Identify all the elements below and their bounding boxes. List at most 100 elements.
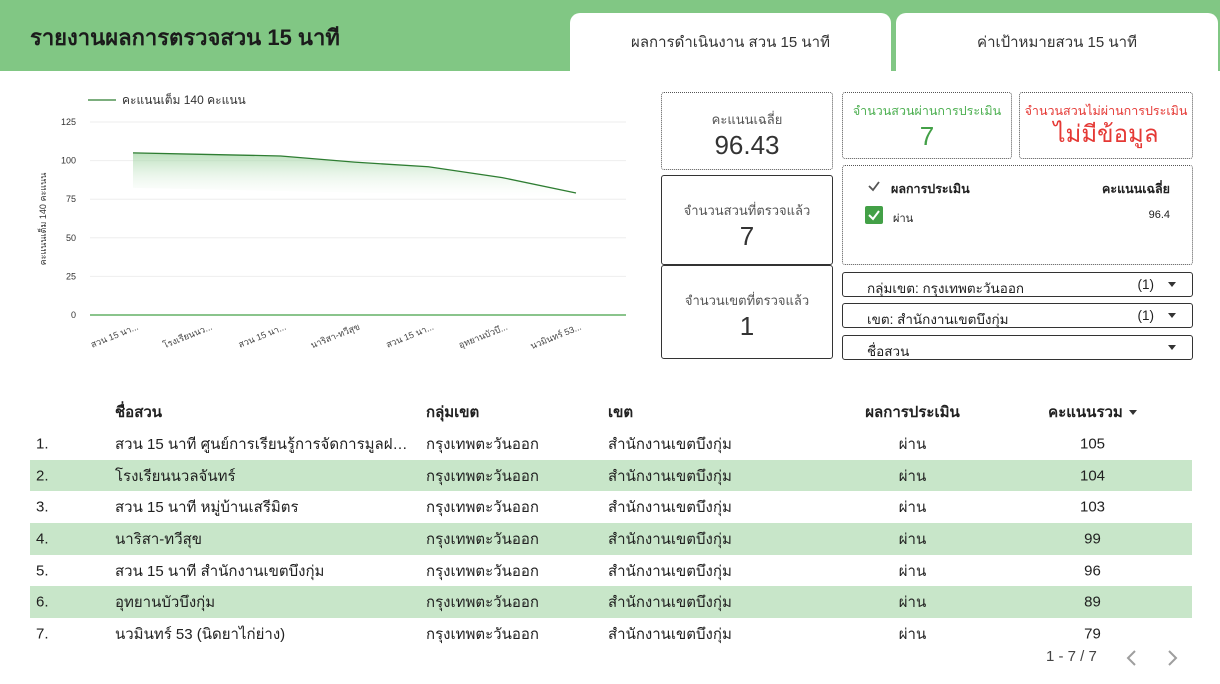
chevron-down-icon [1168, 282, 1176, 287]
district-filter-label: เขต: สำนักงานเขตบึงกุ่ม [867, 312, 1009, 327]
total-score-cell: 99 [1084, 530, 1101, 548]
kpi-parks-checked-label: จำนวนสวนที่ตรวจแล้ว [683, 203, 811, 218]
park-name-cell: สวน 15 นาที สำนักงานเขตบึงกุ่ม [115, 562, 325, 580]
page-title: รายงานผลการตรวจสวน 15 นาที [30, 25, 340, 50]
series-line [132, 152, 577, 194]
district-cell: สำนักงานเขตบึงกุ่ม [608, 499, 732, 517]
district-group-cell: กรุงเทพตะวันออก [426, 499, 539, 517]
table-header: ชื่อสวน กลุ่มเขต เขต ผลการประเมิน คะแนนร… [30, 395, 1192, 428]
total-score-cell: 103 [1079, 498, 1106, 516]
result-row-label: ผ่าน [893, 213, 914, 225]
district-cell: สำนักงานเขตบึงกุ่ม [608, 435, 732, 453]
x-tick-label: อุทยานบัวบึ... [457, 322, 509, 352]
result-summary-table: ผลการประเมิน คะแนนเฉลี่ย ผ่าน 96.4 [842, 165, 1193, 265]
chevron-down-icon [1168, 313, 1176, 318]
column-header-total-score[interactable]: คะแนนรวม [1000, 400, 1185, 424]
y-tick-label: 0 [71, 310, 76, 320]
result-cell: ผ่าน [898, 562, 927, 580]
result-cell: ผ่าน [898, 594, 927, 612]
district-group-cell: กรุงเทพตะวันออก [426, 562, 539, 580]
district-cell: สำนักงานเขตบึงกุ่ม [608, 594, 732, 612]
district-group-cell: กรุงเทพตะวันออก [426, 435, 539, 453]
column-header-district-group[interactable]: กลุ่มเขต [426, 403, 480, 421]
kpi-average-score: คะแนนเฉลี่ย 96.43 [661, 92, 833, 170]
kpi-failed-value: ไม่มีข้อมูล [1053, 121, 1159, 148]
district-group-filter-count: (1) [1137, 277, 1155, 292]
result-row-value: 96.4 [1148, 209, 1170, 221]
sort-desc-icon [1128, 410, 1137, 416]
district-group-filter-label: กลุ่มเขต: กรุงเทพตะวันออก [867, 281, 1025, 296]
district-cell: สำนักงานเขตบึงกุ่ม [608, 530, 732, 548]
pagination-text: 1 - 7 / 7 [1046, 648, 1097, 665]
result-cell: ผ่าน [898, 435, 927, 453]
park-name-filter-label: ชื่อสวน [867, 344, 910, 359]
tab-performance[interactable]: ผลการดำเนินงาน สวน 15 นาที [570, 13, 891, 71]
total-score-cell: 104 [1079, 467, 1106, 485]
table-row[interactable]: 7. นวมินทร์ 53 (นิดยาไก่ย่าง) กรุงเทพตะวัน… [30, 618, 1192, 650]
column-header-result[interactable]: ผลการประเมิน [865, 403, 960, 421]
x-tick-label: สวน 15 นา... [385, 322, 435, 350]
kpi-passed: จำนวนสวนผ่านการประเมิน 7 [842, 92, 1012, 159]
x-tick-label: นาริสา-ทวีสุข [309, 322, 362, 352]
total-score-cell: 79 [1084, 625, 1101, 643]
column-header-district[interactable]: เขต [608, 403, 634, 421]
table-row[interactable]: 3. สวน 15 นาที หมู่บ้านเสรีมิตร กรุงเทพตะว… [30, 491, 1192, 523]
series-area [133, 152, 576, 198]
x-tick-label: สวน 15 นา... [89, 322, 139, 350]
chevron-down-icon [1168, 345, 1176, 350]
district-group-cell: กรุงเทพตะวันออก [426, 625, 539, 643]
row-index: 2. [36, 467, 49, 485]
row-index: 7. [36, 625, 49, 643]
park-name-cell: สวน 15 นาที หมู่บ้านเสรีมิตร [115, 499, 299, 517]
kpi-passed-label: จำนวนสวนผ่านการประเมิน [852, 104, 1002, 118]
column-header-total-score-label: คะแนนรวม [1048, 403, 1123, 421]
kpi-average-label: คะแนนเฉลี่ย [711, 112, 783, 127]
previous-page-icon[interactable] [1122, 648, 1142, 668]
district-cell: สำนักงานเขตบึงกุ่ม [608, 467, 732, 485]
park-name-filter[interactable]: ชื่อสวน [842, 335, 1193, 360]
y-tick-label: 50 [66, 233, 76, 243]
result-header-label: ผลการประเมิน [891, 182, 970, 196]
table-row[interactable]: 4. นาริสา-ทวีสุข กรุงเทพตะวันออก สำนักงานเข… [30, 523, 1192, 555]
table-row[interactable]: 1. สวน 15 นาที ศูนย์การเรียนรู้การจัดการม… [30, 428, 1192, 460]
district-cell: สำนักงานเขตบึงกุ่ม [608, 562, 732, 580]
district-group-filter[interactable]: กลุ่มเขต: กรุงเทพตะวันออก (1) [842, 272, 1193, 297]
result-cell: ผ่าน [898, 499, 927, 517]
district-group-cell: กรุงเทพตะวันออก [426, 467, 539, 485]
kpi-failed: จำนวนสวนไม่ผ่านการประเมิน ไม่มีข้อมูล [1019, 92, 1193, 159]
tab-targets[interactable]: ค่าเป้าหมายสวน 15 นาที [896, 13, 1218, 71]
table-row[interactable]: 5. สวน 15 นาที สำนักงานเขตบึงกุ่ม กรุงเทพต… [30, 555, 1192, 587]
kpi-districts-checked-label: จำนวนเขตที่ตรวจแล้ว [684, 293, 810, 308]
row-index: 6. [36, 593, 49, 611]
y-tick-label: 25 [66, 271, 76, 281]
row-index: 3. [36, 498, 49, 516]
select-all-checkbox-icon[interactable] [865, 177, 883, 195]
total-score-cell: 89 [1084, 593, 1101, 611]
kpi-average-value: 96.43 [714, 130, 780, 160]
kpi-districts-checked-value: 1 [739, 311, 755, 341]
table-row[interactable]: 2. โรงเรียนนวลจันทร์ กรุงเทพตะวันออก สำนักง… [30, 459, 1192, 492]
kpi-failed-label: จำนวนสวนไม่ผ่านการประเมิน [1024, 104, 1188, 118]
y-tick-label: 75 [66, 194, 76, 204]
result-cell: ผ่าน [898, 530, 927, 548]
row-index: 1. [36, 435, 49, 453]
next-page-icon[interactable] [1162, 648, 1182, 668]
result-summary-row[interactable]: ผ่าน 96.4 [843, 206, 1192, 226]
total-score-cell: 96 [1084, 562, 1101, 580]
y-tick-label: 125 [61, 117, 76, 127]
district-filter[interactable]: เขต: สำนักงานเขตบึงกุ่ม (1) [842, 303, 1193, 328]
column-header-park-name[interactable]: ชื่อสวน [115, 403, 163, 421]
y-tick-label: 100 [61, 156, 76, 166]
result-cell: ผ่าน [898, 467, 927, 485]
park-name-cell: โรงเรียนนวลจันทร์ [115, 467, 236, 485]
x-tick-label: โรงเรียนนว... [162, 322, 214, 351]
checked-checkbox-icon[interactable] [865, 206, 883, 224]
x-tick-label: สวน 15 นา... [237, 322, 287, 350]
table-row[interactable]: 6. อุทยานบัวบึงกุ่ม กรุงเทพตะวันออก สำนักงา… [30, 586, 1192, 619]
table-body: 1. สวน 15 นาที ศูนย์การเรียนรู้การจัดการม… [30, 428, 1192, 650]
row-index: 4. [36, 530, 49, 548]
result-header-value: คะแนนเฉลี่ย [1102, 182, 1170, 196]
result-cell: ผ่าน [898, 625, 927, 643]
district-filter-count: (1) [1137, 308, 1155, 323]
y-axis-label: คะแนนเต็ม 140 คะแนน [36, 173, 48, 266]
